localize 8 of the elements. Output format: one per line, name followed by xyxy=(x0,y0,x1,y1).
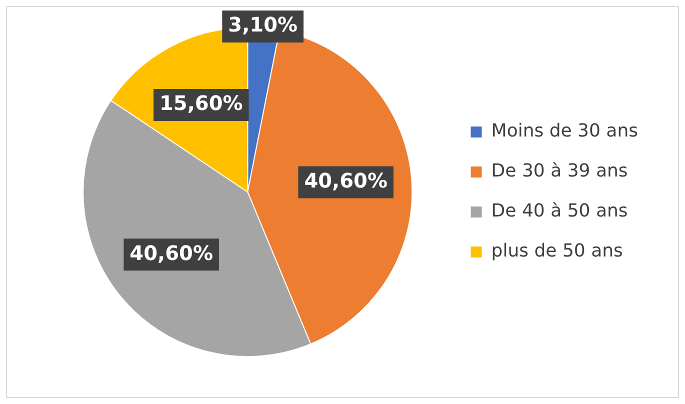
legend-label: De 30 à 39 ans xyxy=(491,160,628,182)
data-label: 40,60% xyxy=(304,168,388,192)
data-label: 15,60% xyxy=(159,91,243,116)
legend-label: plus de 50 ans xyxy=(491,240,623,262)
legend-label: Moins de 30 ans xyxy=(491,120,638,142)
data-label: 3,10% xyxy=(228,12,298,37)
data-label: 40,60% xyxy=(130,240,213,265)
legend-label: De 40 à 50 ans xyxy=(491,200,628,222)
